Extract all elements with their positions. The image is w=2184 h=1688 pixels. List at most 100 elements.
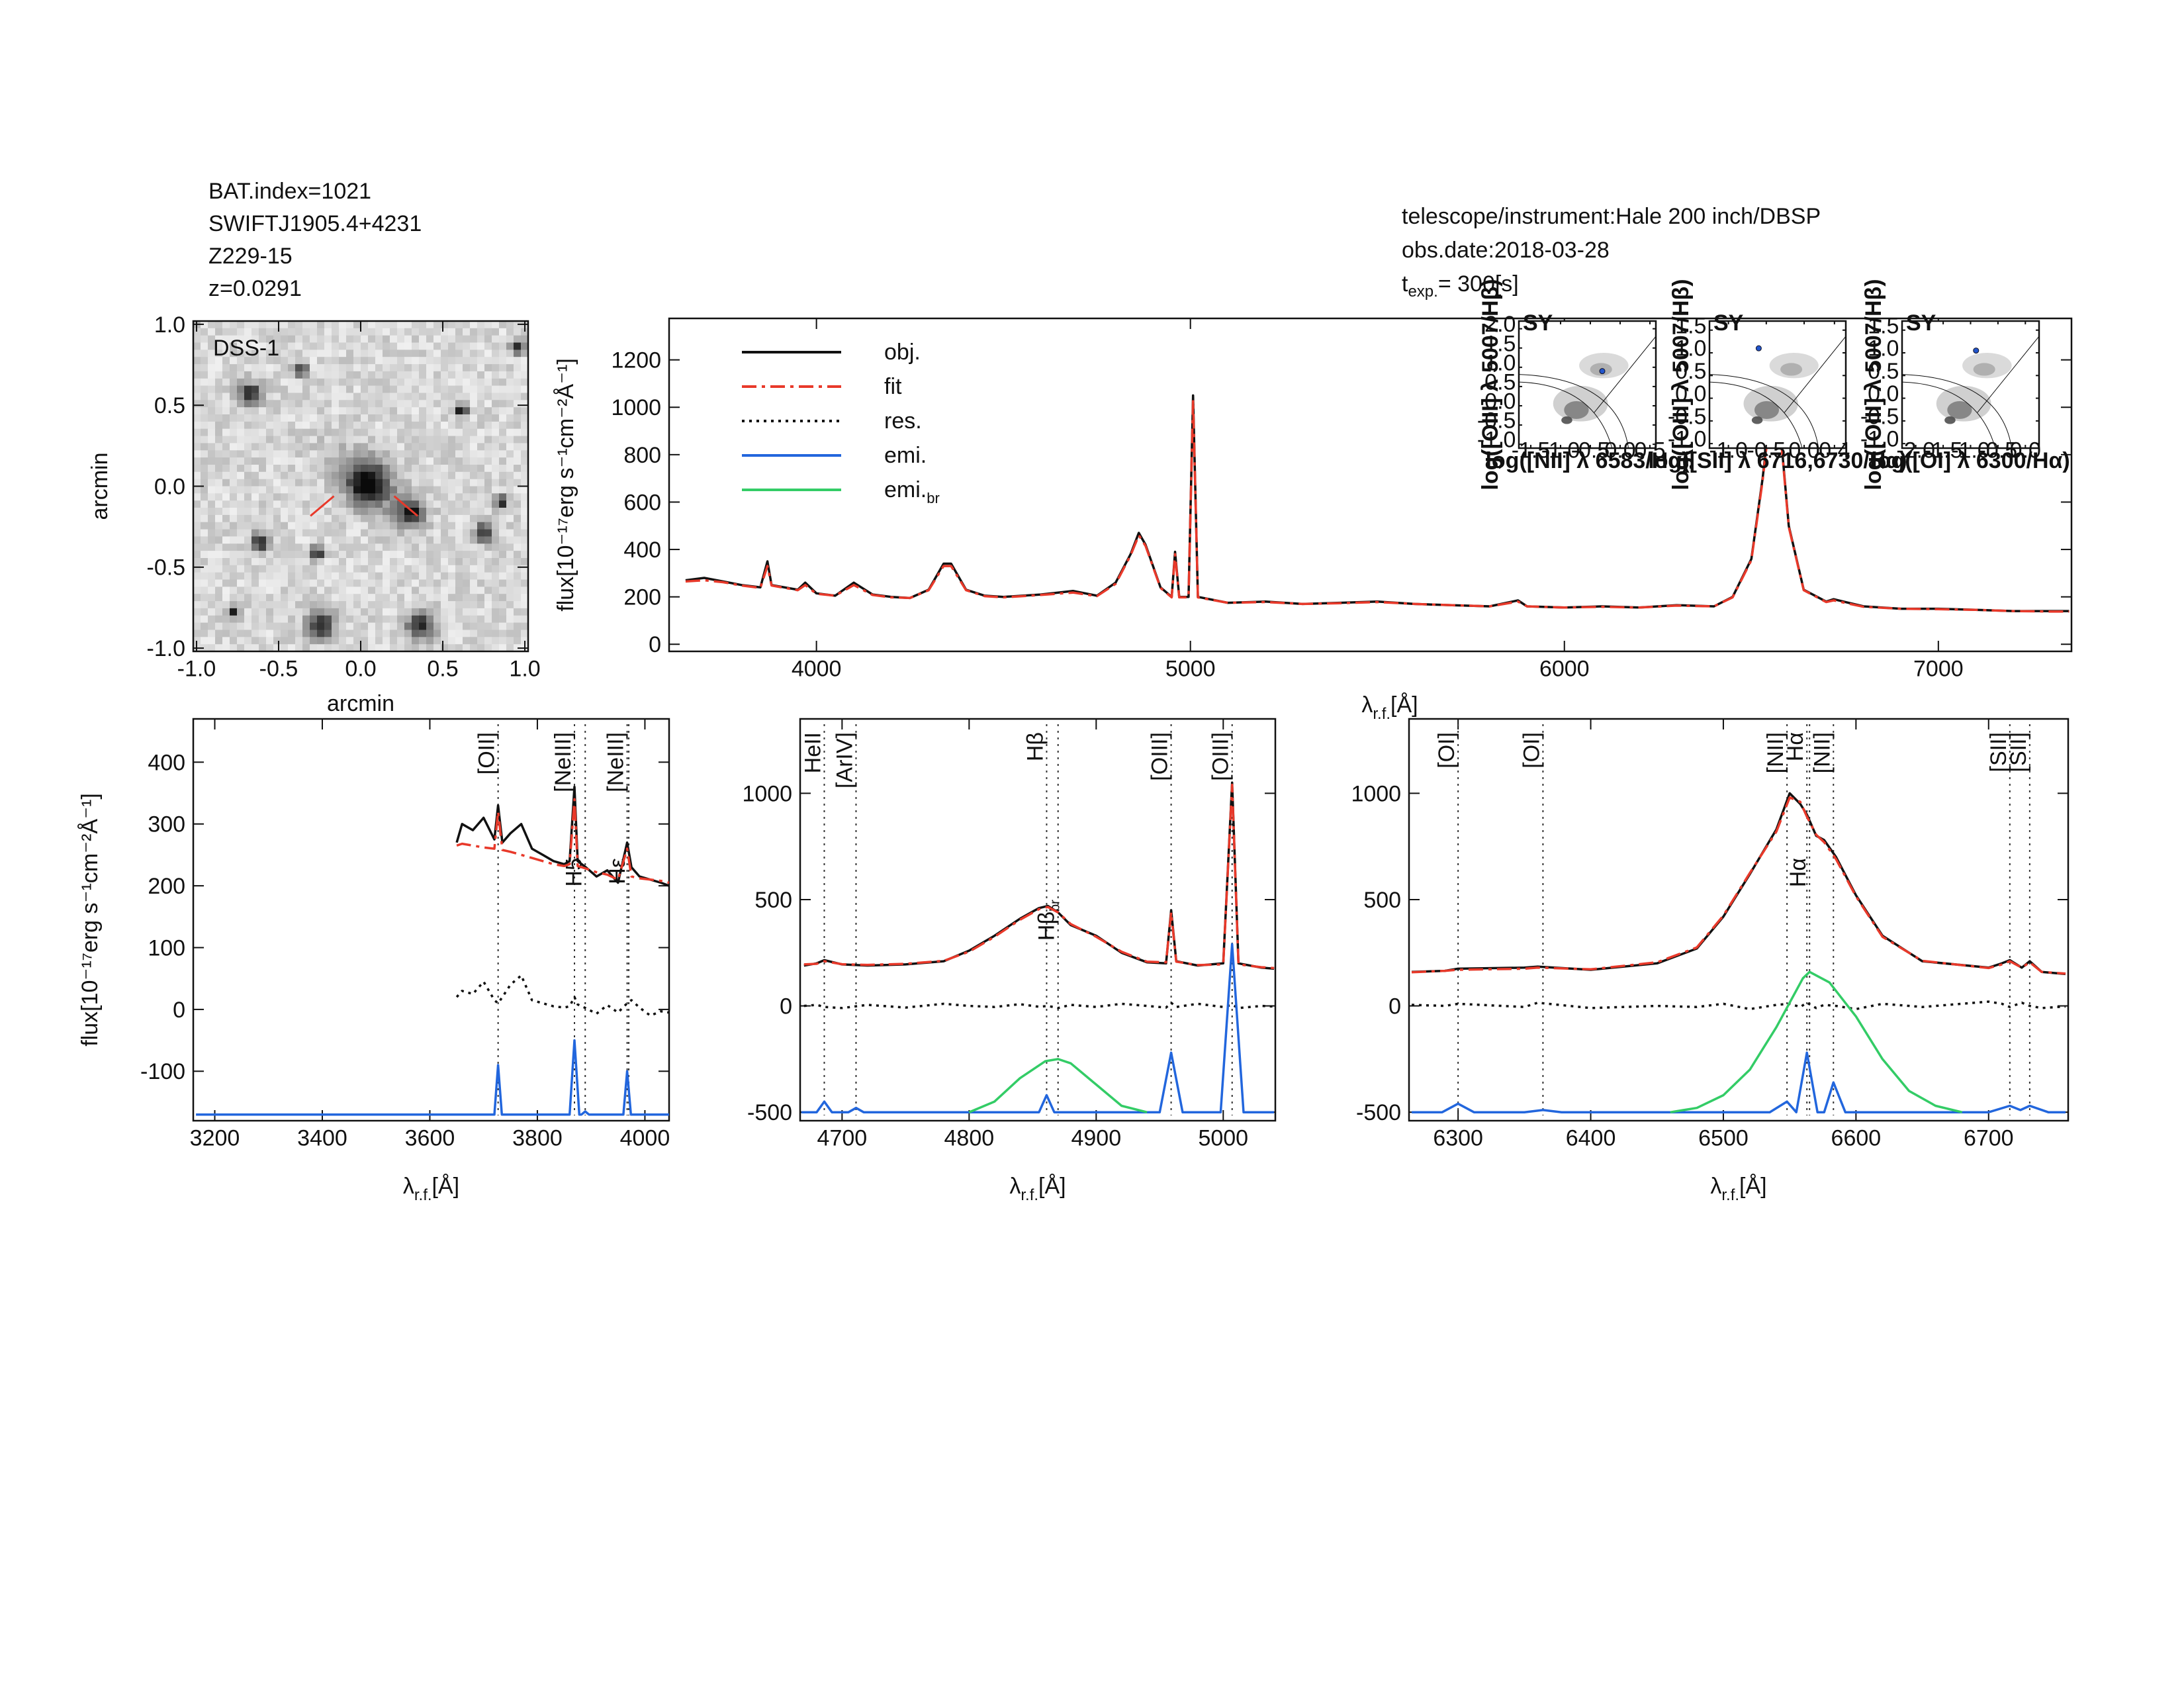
- image-pixel: [470, 622, 478, 630]
- image-pixel: [324, 457, 332, 465]
- image-pixel: [477, 529, 485, 537]
- image-pixel: [193, 594, 201, 602]
- image-pixel: [201, 615, 208, 624]
- demarcation-line: [1977, 336, 2040, 413]
- image-pixel: [404, 622, 412, 630]
- image-pixel: [521, 551, 529, 559]
- image-pixel: [368, 493, 376, 501]
- image-pixel: [484, 558, 492, 566]
- image-pixel: [251, 637, 259, 645]
- image-pixel: [441, 493, 449, 501]
- image-pixel: [353, 436, 361, 444]
- x-label-unit: [Å]: [1739, 1174, 1767, 1199]
- y-tick-label: -500: [747, 1100, 792, 1125]
- image-pixel: [390, 350, 398, 357]
- image-pixel: [448, 551, 456, 559]
- legend-text: fit: [884, 374, 902, 399]
- image-pixel: [426, 321, 434, 329]
- image-pixel: [310, 364, 318, 372]
- image-pixel: [477, 565, 485, 573]
- y-tick-label: -1.0: [1860, 427, 1899, 452]
- image-pixel: [237, 579, 245, 587]
- image-pixel: [390, 630, 398, 637]
- image-pixel: [455, 364, 463, 372]
- image-pixel: [441, 644, 449, 652]
- image-pixel: [390, 321, 398, 329]
- image-pixel: [317, 457, 325, 465]
- image-pixel: [404, 637, 412, 645]
- image-pixel: [295, 443, 303, 451]
- image-pixel: [281, 479, 289, 487]
- image-pixel: [310, 579, 318, 587]
- image-pixel: [259, 608, 267, 616]
- image-pixel: [455, 514, 463, 523]
- image-pixel: [477, 644, 485, 652]
- image-pixel: [302, 644, 310, 652]
- image-pixel: [397, 565, 405, 573]
- image-pixel: [426, 601, 434, 609]
- image-pixel: [448, 328, 456, 336]
- x-tick-label: -1.0: [1541, 438, 1580, 463]
- image-pixel: [484, 572, 492, 581]
- image-pixel: [339, 400, 347, 408]
- x-label-unit: [Å]: [1390, 692, 1418, 718]
- image-pixel: [193, 371, 201, 379]
- image-pixel: [259, 465, 267, 473]
- image-pixel: [506, 558, 514, 566]
- image-pixel: [477, 335, 485, 344]
- image-pixel: [361, 543, 369, 551]
- image-pixel: [448, 428, 456, 437]
- image-pixel: [281, 407, 289, 415]
- image-pixel: [441, 622, 449, 630]
- image-pixel: [237, 335, 245, 344]
- image-pixel: [455, 321, 463, 329]
- x-tick-label: 6700: [1964, 1125, 2014, 1150]
- image-pixel: [433, 414, 441, 422]
- image-pixel: [433, 471, 441, 480]
- image-pixel: [441, 522, 449, 530]
- image-pixel: [521, 493, 529, 501]
- image-pixel: [251, 493, 259, 501]
- image-pixel: [201, 407, 208, 415]
- image-pixel: [302, 457, 310, 465]
- image-pixel: [412, 407, 420, 415]
- image-pixel: [412, 335, 420, 344]
- image-pixel: [514, 637, 522, 645]
- image-pixel: [412, 400, 420, 408]
- image-pixel: [499, 350, 507, 357]
- spectrum-line: [1670, 970, 1963, 1113]
- image-pixel: [324, 328, 332, 336]
- image-pixel: [222, 371, 230, 379]
- image-pixel: [339, 551, 347, 559]
- image-pixel: [273, 558, 281, 566]
- image-pixel: [397, 393, 405, 400]
- image-pixel: [390, 450, 398, 458]
- image-pixel: [259, 450, 267, 458]
- image-pixel: [332, 328, 340, 336]
- image-pixel: [193, 378, 201, 387]
- image-pixel: [455, 536, 463, 544]
- image-pixel: [375, 357, 383, 365]
- image-pixel: [426, 543, 434, 551]
- image-pixel: [237, 565, 245, 573]
- image-pixel: [295, 608, 303, 616]
- image-pixel: [412, 644, 420, 652]
- image-pixel: [448, 342, 456, 350]
- image-pixel: [332, 579, 340, 587]
- y-tick-label: 500: [754, 888, 792, 913]
- image-pixel: [244, 465, 252, 473]
- image-pixel: [448, 457, 456, 465]
- image-pixel: [412, 414, 420, 422]
- image-pixel: [433, 378, 441, 387]
- image-pixel: [499, 551, 507, 559]
- image-pixel: [295, 364, 303, 372]
- image-pixel: [412, 393, 420, 400]
- image-pixel: [346, 551, 354, 559]
- image-pixel: [230, 421, 238, 430]
- image-pixel: [332, 421, 340, 430]
- image-pixel: [390, 551, 398, 559]
- image-pixel: [361, 436, 369, 444]
- image-pixel: [295, 594, 303, 602]
- image-pixel: [390, 393, 398, 400]
- image-pixel: [397, 364, 405, 372]
